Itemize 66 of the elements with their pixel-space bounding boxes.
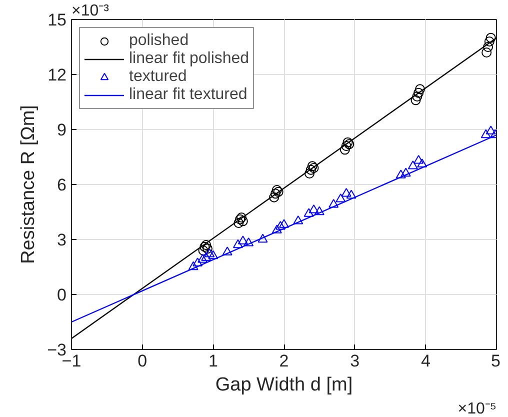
point (410, 95, 421, 106)
x-tick-label: 5 (491, 352, 501, 370)
x-tick-label: 2 (279, 352, 289, 370)
x-tick-label: 4 (420, 352, 430, 370)
x-axis-title: Gap Width d [m] (215, 374, 353, 396)
point (232, 239, 243, 248)
legend-label: textured (129, 68, 187, 86)
point (258, 234, 268, 243)
y-tick-label: 15 (48, 10, 67, 30)
x-tick-label: 1 (208, 352, 218, 370)
point (204, 248, 215, 258)
point (340, 144, 350, 155)
point (275, 220, 286, 230)
point (272, 224, 282, 234)
y-tick-label: 9 (57, 120, 67, 140)
point (269, 192, 280, 202)
point (412, 92, 422, 102)
point (314, 206, 324, 216)
point (414, 88, 424, 98)
point (341, 188, 352, 197)
point (482, 48, 492, 58)
legend-label: linear fit polished (129, 50, 250, 68)
point (346, 190, 356, 199)
point (484, 36, 494, 46)
point (238, 236, 248, 244)
text: ×10⁻⁵ (458, 400, 497, 417)
point (201, 252, 212, 261)
point (304, 208, 314, 217)
point (480, 129, 491, 138)
point (244, 237, 254, 246)
point (486, 126, 496, 134)
point (198, 254, 208, 263)
point (304, 168, 314, 178)
point (222, 246, 232, 256)
point (414, 154, 424, 164)
point (198, 246, 208, 256)
point (238, 216, 248, 226)
point (396, 170, 406, 178)
y-axis-title: Resistance R [Ωm] (18, 105, 40, 264)
y-tick-label: 6 (57, 176, 67, 194)
point (279, 219, 289, 228)
point (306, 164, 316, 175)
point (400, 168, 411, 177)
point (208, 250, 218, 260)
point (417, 158, 428, 168)
y-tick-label: 3 (57, 230, 67, 250)
x-tick-label: 3 (350, 352, 360, 370)
point (202, 244, 212, 254)
legend-label: linear fit textured (129, 86, 248, 104)
point (293, 215, 304, 224)
x-tick-label: 0 (138, 352, 148, 370)
point (341, 141, 352, 151)
point (408, 160, 418, 170)
point (308, 204, 319, 214)
y-tick-label: 0 (57, 286, 67, 304)
point (234, 218, 244, 228)
y-tick-label: 12 (48, 66, 67, 84)
legend-label: polished (129, 32, 189, 50)
point (415, 84, 425, 94)
point (483, 42, 493, 52)
annotation: ×10⁻³ (72, 2, 110, 20)
point (328, 198, 339, 208)
point (192, 258, 203, 266)
point (270, 188, 280, 199)
point (336, 193, 346, 202)
point (188, 261, 198, 270)
